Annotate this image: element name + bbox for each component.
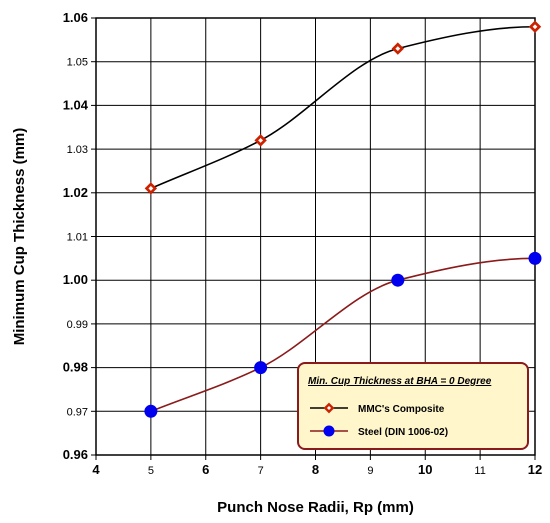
y-tick-label: 1.04	[63, 97, 89, 112]
diamond-marker-inner	[258, 137, 264, 143]
x-tick-label: 8	[312, 462, 319, 477]
diamond-marker-inner	[326, 405, 332, 411]
series-line	[150, 25, 536, 190]
legend-box	[297, 362, 529, 450]
x-tick-label: 10	[418, 462, 432, 477]
diamond-marker-inner	[395, 46, 401, 51]
x-tick-label: 9	[367, 465, 373, 477]
legend-item-label: MMC's Composite	[358, 404, 445, 415]
plot-frame	[95, 17, 536, 456]
legend: Min. Cup Thickness at BHA = 0 Degree MMC…	[297, 362, 529, 450]
circle-marker	[528, 251, 542, 265]
x-axis-title: Punch Nose Radii, Rp (mm)	[217, 499, 414, 516]
y-tick-label: 1.03	[67, 144, 88, 156]
y-tick-label: 1.00	[63, 272, 88, 287]
series	[144, 20, 542, 418]
x-tick-label: 5	[148, 465, 154, 477]
series-line	[150, 257, 536, 413]
circle-marker	[323, 425, 335, 437]
x-tick-label: 7	[258, 465, 264, 477]
y-tick-label: 1.01	[67, 232, 88, 244]
y-tick-label: 0.97	[67, 406, 88, 418]
circle-marker	[254, 361, 268, 375]
x-tick-label: 11	[474, 465, 485, 477]
y-tick-label: 1.02	[63, 185, 88, 200]
y-tick-label: 0.96	[63, 447, 88, 462]
y-tick-label: 1.05	[67, 57, 88, 69]
x-tick-label: 12	[528, 462, 542, 477]
tick-labels: 4 5 6 7 8 9 10 11 12 0.96 0.97 0.98 0.99 1.00 1.01 1.02…	[63, 10, 543, 477]
diamond-marker-inner	[148, 186, 154, 191]
y-tick-label: 0.99	[67, 319, 88, 331]
y-tick-label: 0.98	[63, 360, 88, 375]
x-tick-label: 6	[202, 462, 209, 477]
legend-item-label: Steel (DIN 1006-02)	[358, 427, 448, 438]
circle-marker	[391, 273, 405, 287]
y-tick-label: 1.06	[63, 10, 88, 25]
diamond-marker-inner	[532, 24, 538, 30]
x-tick-label: 4	[92, 462, 100, 477]
legend-title: Min. Cup Thickness at BHA = 0 Degree	[308, 376, 492, 387]
y-axis-title: Minimum Cup Thickness (mm)	[11, 128, 28, 346]
circle-marker	[144, 404, 158, 418]
